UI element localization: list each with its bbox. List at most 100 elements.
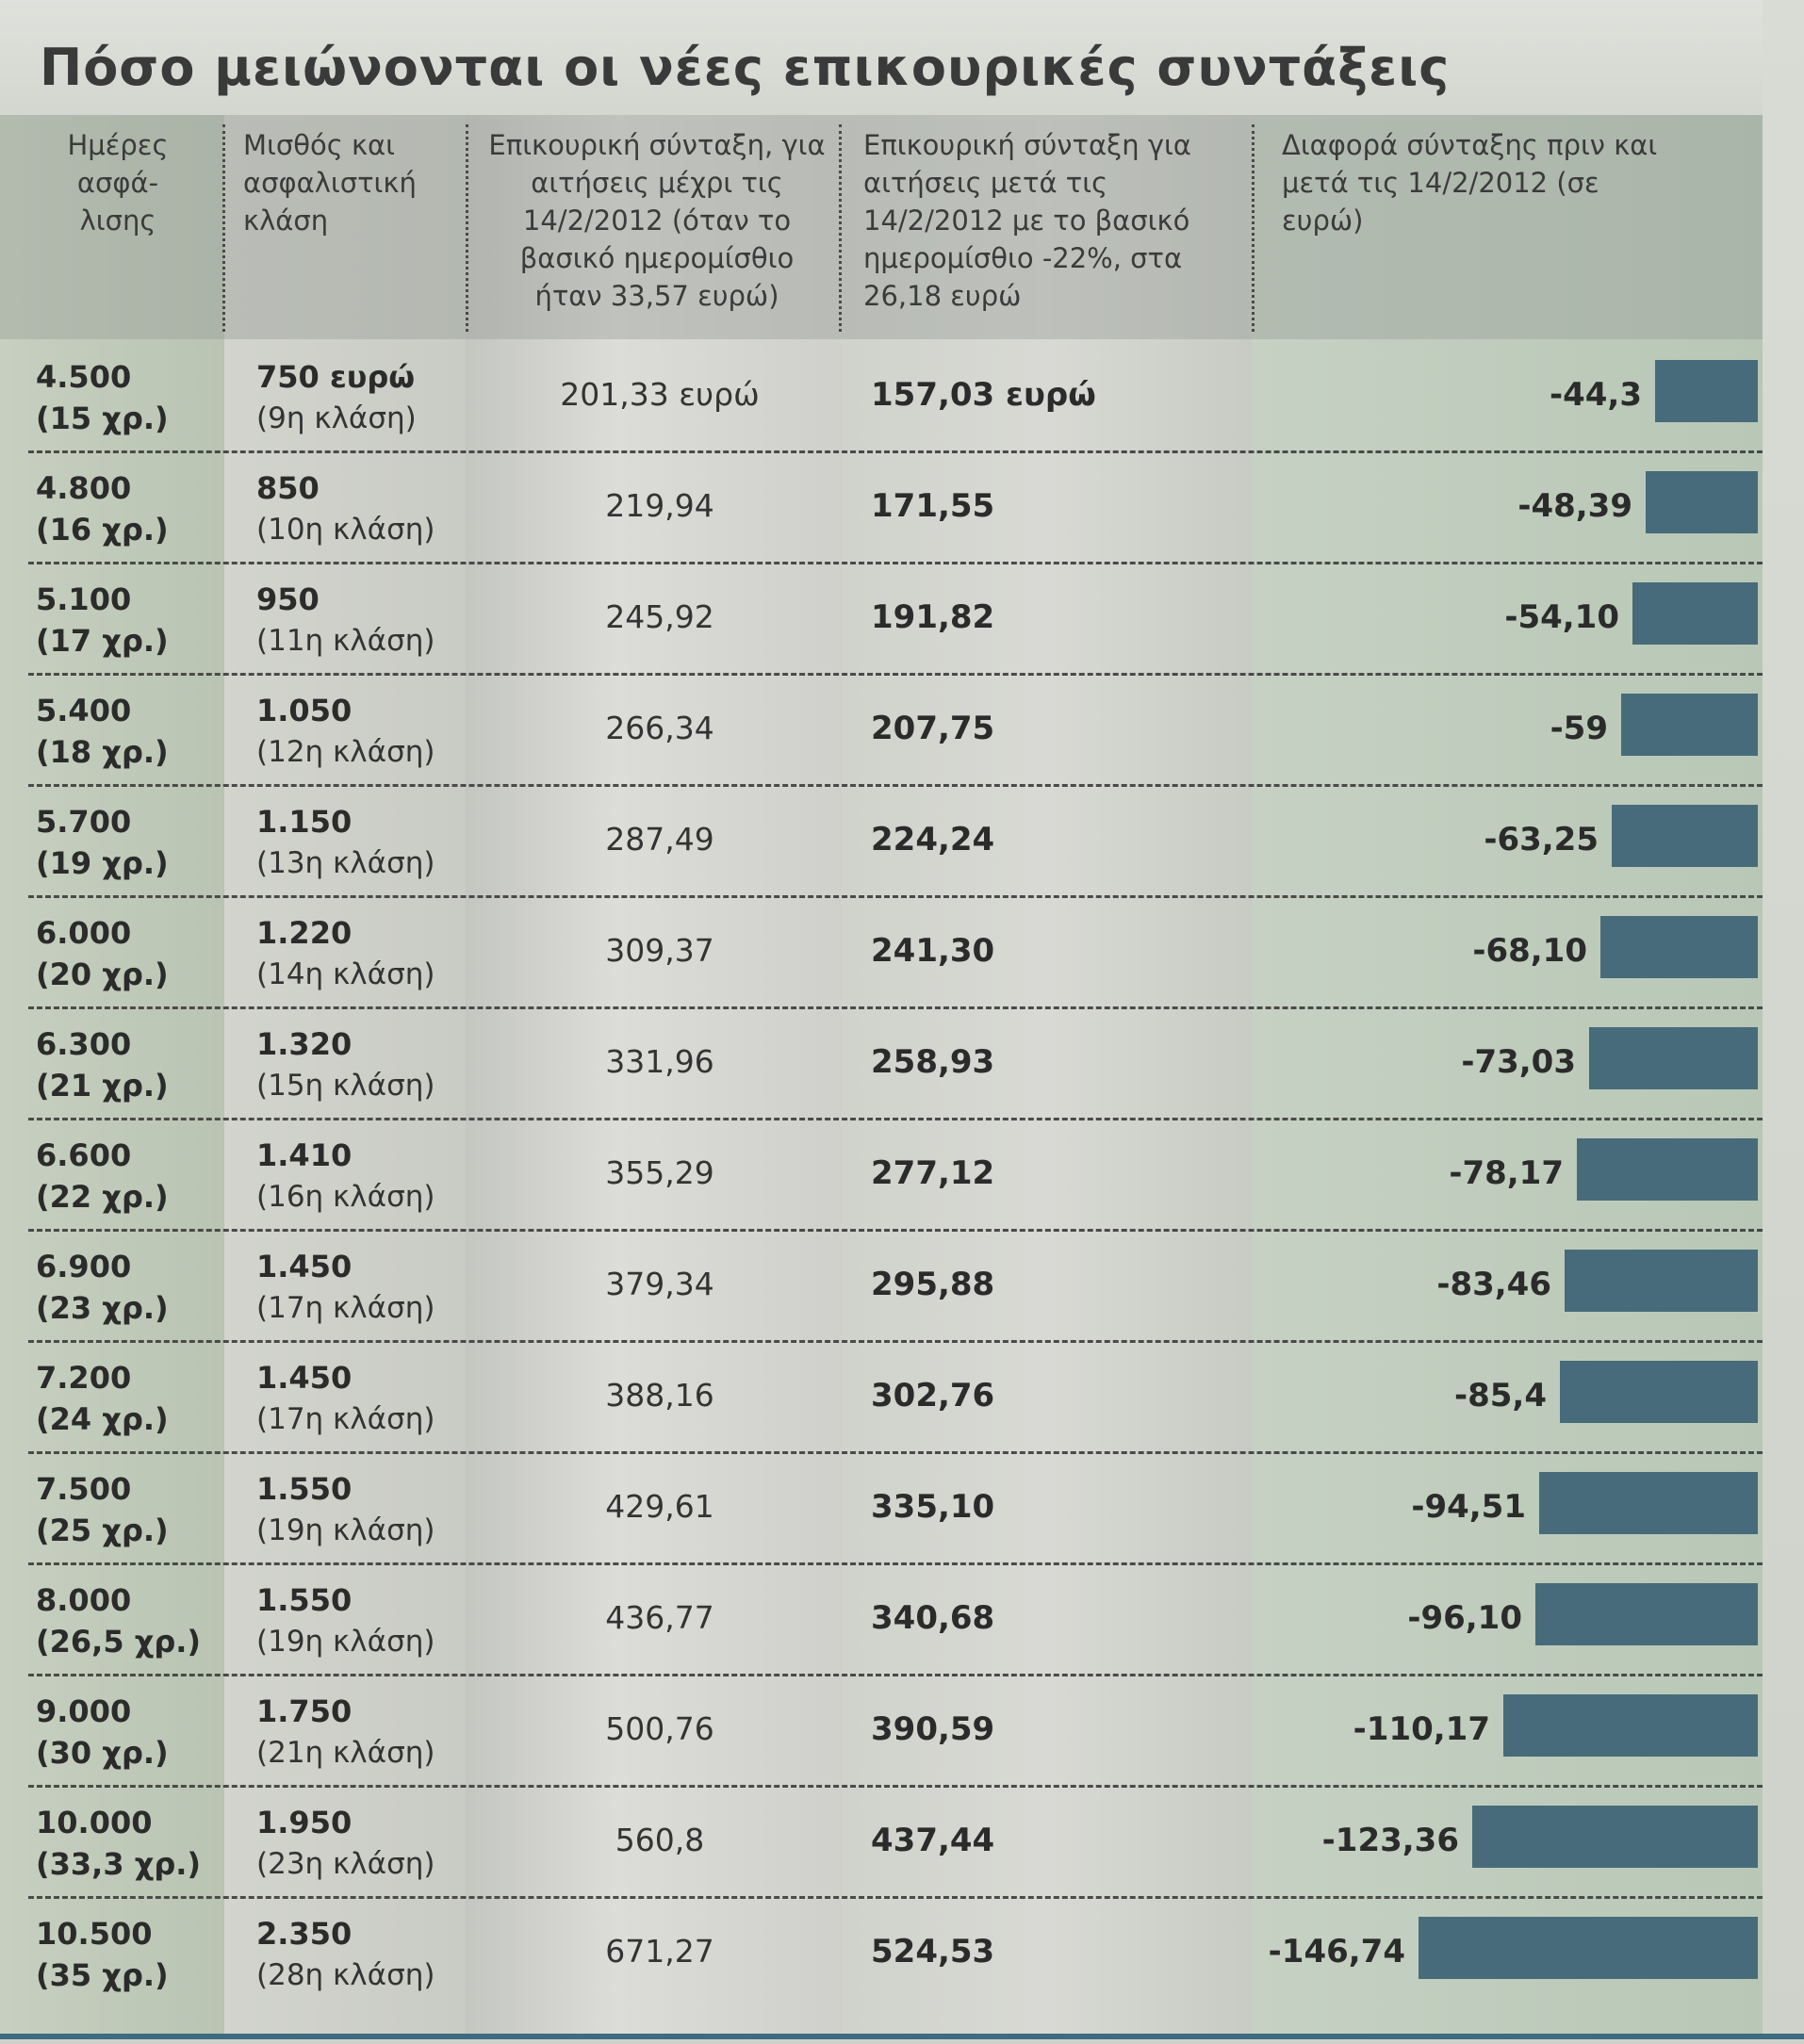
difference-label: -54,10 — [1504, 598, 1619, 636]
row-divider — [28, 1340, 1763, 1343]
table-row: 6.000 (20 χρ.) 1.220 (14η κλάση) 309,37 241,3… — [0, 895, 1763, 1006]
pension-before-value: 560,8 — [615, 1822, 705, 1858]
insurance-days: 5.700 — [36, 804, 132, 840]
days-cell: 6.000 (20 χρ.) — [36, 912, 169, 995]
salary-value: 2.350 — [256, 1916, 353, 1952]
pension-before-value: 287,49 — [605, 821, 714, 858]
pension-before-value: 671,27 — [605, 1933, 714, 1970]
table-row: 5.400 (18 χρ.) 1.050 (12η κλάση) 266,34 207,7… — [0, 673, 1763, 784]
difference-bar — [1472, 1806, 1758, 1868]
salary-cell: 2.350 (28η κλάση) — [256, 1913, 435, 1996]
insurance-class: (15η κλάση) — [256, 1069, 435, 1103]
salary-cell: 1.450 (17η κλάση) — [256, 1246, 435, 1329]
insurance-days: 4.500 — [36, 359, 132, 395]
difference-label: -85,4 — [1454, 1377, 1547, 1414]
days-cell: 6.300 (21 χρ.) — [36, 1023, 169, 1106]
salary-value: 1.220 — [256, 915, 353, 951]
table-row: 7.500 (25 χρ.) 1.550 (19η κλάση) 429,61 335,1… — [0, 1451, 1763, 1562]
salary-value: 1.750 — [256, 1693, 353, 1729]
pension-after-value: 340,68 — [871, 1599, 995, 1637]
pension-before-value: 266,34 — [605, 710, 714, 746]
difference-label: -96,10 — [1407, 1599, 1522, 1637]
insurance-class: (17η κλάση) — [256, 1291, 435, 1325]
header-pension-after: Επικουρική σύνταξη για αιτήσεις μετά τις… — [863, 129, 1191, 312]
row-divider — [28, 1785, 1763, 1788]
insurance-days: 10.500 — [36, 1916, 153, 1952]
insurance-days: 6.900 — [36, 1249, 132, 1284]
days-cell: 4.800 (16 χρ.) — [36, 467, 169, 550]
insurance-days: 6.300 — [36, 1026, 132, 1062]
pension-before-value: 245,92 — [605, 598, 714, 635]
column-bg-days — [0, 115, 224, 2037]
pension-after-value: 157,03 ευρώ — [871, 376, 1096, 414]
row-divider — [28, 1006, 1763, 1009]
insurance-class: (10η κλάση) — [256, 513, 435, 547]
insurance-years: (15 χρ.) — [36, 401, 169, 436]
insurance-class: (16η κλάση) — [256, 1180, 435, 1214]
insurance-years: (19 χρ.) — [36, 845, 169, 881]
table-row: 6.900 (23 χρ.) 1.450 (17η κλάση) 379,34 295,8… — [0, 1229, 1763, 1340]
insurance-days: 6.000 — [36, 915, 132, 951]
insurance-years: (23 χρ.) — [36, 1290, 169, 1326]
column-bg-salary — [224, 115, 466, 2037]
row-divider — [28, 784, 1763, 787]
insurance-days: 7.500 — [36, 1471, 132, 1507]
row-divider — [28, 1562, 1763, 1565]
insurance-years: (16 χρ.) — [36, 512, 169, 548]
pension-after-value: 524,53 — [871, 1933, 995, 1970]
column-bg-before — [466, 115, 841, 2037]
insurance-class: (9η κλάση) — [256, 401, 417, 435]
insurance-class: (12η κλάση) — [256, 735, 435, 769]
header-divider — [839, 124, 842, 332]
days-cell: 10.000 (33,3 χρ.) — [36, 1802, 201, 1885]
difference-bar — [1600, 916, 1758, 978]
insurance-years: (17 χρ.) — [36, 623, 169, 659]
salary-value: 850 — [256, 470, 320, 506]
pension-before-value: 309,37 — [605, 932, 714, 969]
difference-label: -78,17 — [1449, 1154, 1564, 1192]
table-row: 10.500 (35 χρ.) 2.350 (28η κλάση) 671,27 524,… — [0, 1896, 1763, 2007]
days-cell: 6.900 (23 χρ.) — [36, 1246, 169, 1329]
table-row: 4.500 (15 χρ.) 750 ευρώ (9η κλάση) 201,33 ευ… — [0, 339, 1763, 450]
pension-after-value: 224,24 — [871, 821, 995, 858]
insurance-days: 5.400 — [36, 693, 132, 728]
salary-value: 1.410 — [256, 1137, 353, 1173]
days-cell: 5.100 (17 χρ.) — [36, 579, 169, 662]
insurance-years: (35 χρ.) — [36, 1957, 169, 1993]
insurance-days: 8.000 — [36, 1582, 132, 1618]
header-divider — [1252, 124, 1255, 332]
difference-bar — [1621, 694, 1758, 756]
difference-label: -73,03 — [1461, 1043, 1576, 1081]
row-divider — [28, 673, 1763, 676]
header-pension-before: Επικουρική σύνταξη, για αιτήσεις μέχρι τ… — [488, 129, 826, 312]
pension-before-value: 355,29 — [605, 1154, 714, 1191]
table-row: 7.200 (24 χρ.) 1.450 (17η κλάση) 388,16 302,7… — [0, 1340, 1763, 1451]
insurance-class: (19η κλάση) — [256, 1513, 435, 1547]
pension-after-value: 335,10 — [871, 1488, 995, 1526]
difference-bar — [1577, 1138, 1758, 1201]
table-row: 6.300 (21 χρ.) 1.320 (15η κλάση) 331,96 258,9… — [0, 1006, 1763, 1118]
insurance-class: (14η κλάση) — [256, 957, 435, 991]
pension-before-value: 388,16 — [605, 1377, 714, 1414]
header-divider — [466, 124, 468, 332]
insurance-years: (25 χρ.) — [36, 1513, 169, 1548]
salary-value: 1.450 — [256, 1249, 353, 1284]
pension-after-value: 277,12 — [871, 1154, 995, 1192]
difference-bar — [1632, 582, 1758, 645]
salary-cell: 1.950 (23η κλάση) — [256, 1802, 435, 1885]
difference-bar — [1503, 1694, 1758, 1757]
salary-value: 750 ευρώ — [256, 359, 416, 395]
insurance-class: (13η κλάση) — [256, 846, 435, 880]
header-salary-class: Μισθός και ασφαλιστική κλάση — [243, 129, 417, 237]
header-days: Ημέρες ασφά- λισης — [67, 129, 169, 237]
insurance-years: (30 χρ.) — [36, 1735, 169, 1771]
insurance-years: (33,3 χρ.) — [36, 1846, 202, 1882]
insurance-days: 7.200 — [36, 1360, 132, 1396]
pension-before-value: 379,34 — [605, 1266, 714, 1302]
row-divider — [28, 1674, 1763, 1676]
salary-cell: 950 (11η κλάση) — [256, 579, 435, 662]
difference-bar — [1560, 1361, 1758, 1423]
difference-label: -63,25 — [1484, 821, 1599, 858]
insurance-class: (11η κλάση) — [256, 624, 435, 658]
